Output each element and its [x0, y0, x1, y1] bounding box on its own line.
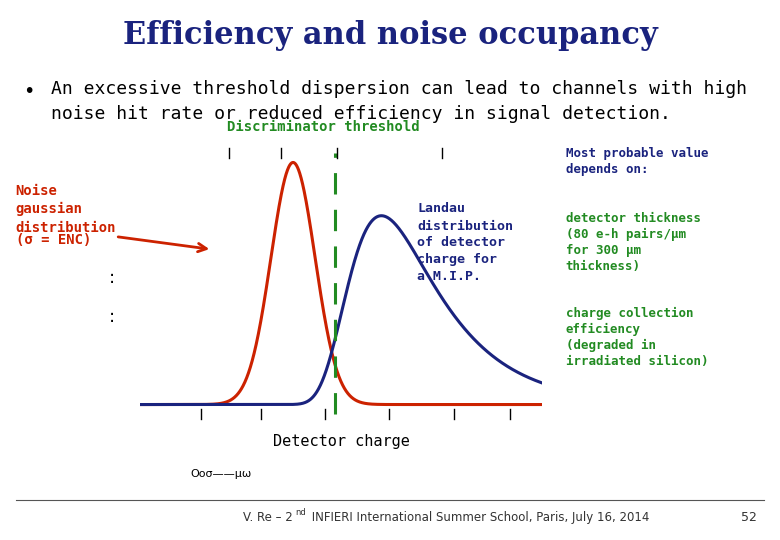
Text: An excessive threshold dispersion can lead to channels with high
noise hit rate : An excessive threshold dispersion can le…: [51, 80, 746, 124]
Text: INFIERI International Summer School, Paris, July 16, 2014: INFIERI International Summer School, Par…: [308, 511, 650, 524]
Text: Detector charge: Detector charge: [273, 434, 410, 449]
Text: Noise
gaussian
distribution: Noise gaussian distribution: [16, 184, 116, 234]
Text: Landau
distribution
of detector
charge for
a M.I.P.: Landau distribution of detector charge f…: [417, 202, 513, 284]
Text: 52: 52: [741, 511, 757, 524]
Text: :: :: [109, 308, 115, 326]
Text: :: :: [109, 269, 115, 287]
Text: nd: nd: [295, 508, 306, 517]
Text: Ooσ——μω: Ooσ——μω: [190, 469, 251, 480]
Text: •: •: [23, 82, 35, 101]
Text: V. Re – 2: V. Re – 2: [243, 511, 292, 524]
Text: Most probable value
depends on:: Most probable value depends on:: [566, 147, 708, 176]
Text: Discriminator threshold: Discriminator threshold: [227, 120, 420, 134]
Text: (σ = ENC): (σ = ENC): [16, 233, 91, 247]
Text: charge collection
efficiency
(degraded in
irradiated silicon): charge collection efficiency (degraded i…: [566, 307, 708, 368]
Text: detector thickness
(80 e-h pairs/μm
for 300 μm
thickness): detector thickness (80 e-h pairs/μm for …: [566, 212, 700, 273]
Text: Efficiency and noise occupancy: Efficiency and noise occupancy: [122, 19, 658, 51]
